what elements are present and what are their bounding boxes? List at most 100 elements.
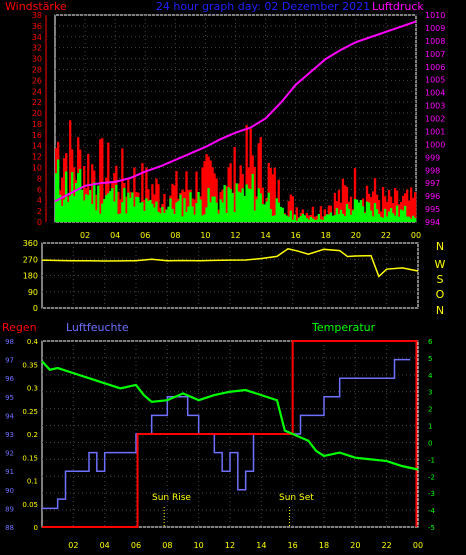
wind-speed-bar [55, 173, 58, 222]
wind-speed-bar [57, 159, 60, 222]
panel3-xtick-label: 18 [319, 541, 329, 550]
wind-speed-bar [169, 198, 172, 222]
wind-gust-bar [125, 196, 128, 222]
wind-gust-bar [113, 172, 116, 222]
wind-speed-bar [157, 211, 160, 222]
humidity-tick-label: 94 [5, 412, 14, 420]
humidity-tick-label: 95 [5, 394, 14, 402]
wind-speed-bar [161, 206, 164, 222]
wind-gust-bar [133, 167, 136, 222]
wind-speed-bar [233, 212, 236, 222]
wind-speed-bar [403, 205, 407, 222]
panel1-xtick-label: 08 [170, 231, 180, 240]
wind-gust-bar [203, 161, 206, 222]
wind-speed-bar [331, 215, 335, 222]
wind-speed-bar [351, 210, 355, 222]
wind-gust-bar [291, 196, 294, 222]
wind-speed-bar [357, 202, 361, 222]
wind-gust-bar [287, 201, 290, 222]
wind-speed-bar [61, 205, 64, 222]
panel3-xtick-label: 02 [68, 541, 78, 550]
wind-speed-bar [235, 183, 238, 222]
temperature-tick-label: 3 [428, 389, 432, 397]
pressure-tick-label: 996 [425, 192, 440, 201]
temperature-tick-label: 0 [428, 439, 432, 447]
wind-tick-label: 22 [32, 98, 42, 107]
direction-tick-label: 90 [28, 288, 38, 297]
wind-speed-bar [247, 188, 250, 222]
panel1-xtick-label: 18 [321, 231, 331, 240]
wind-tick-label: 16 [32, 131, 42, 140]
wind-speed-bar [195, 203, 198, 222]
wind-speed-bar [231, 193, 234, 222]
wind-speed-bar [215, 202, 218, 222]
wind-speed-bar [371, 216, 375, 222]
rain-tick-label: 0.05 [22, 501, 38, 509]
wind-gust-bar [141, 163, 144, 222]
wind-speed-bar [339, 209, 343, 222]
wind-speed-bar [239, 192, 242, 222]
wind-speed-bar [329, 212, 333, 222]
wind-speed-bar [183, 198, 186, 222]
wind-gust-bar [305, 212, 308, 222]
wind-speed-bar [387, 211, 391, 222]
wind-speed-bar [311, 218, 315, 222]
wind-tick-label: 34 [32, 33, 42, 42]
wind-gust-bar [373, 178, 377, 222]
sun-set-label: Sun Set [279, 493, 314, 503]
panel1-xtick-label: 12 [230, 231, 240, 240]
wind-speed-bar [373, 203, 377, 222]
wind-speed-bar [321, 220, 325, 222]
wind-speed-bar [307, 219, 311, 222]
wind-gust-bar [311, 206, 315, 222]
panel3-xtick-label: 22 [382, 541, 392, 550]
wind-speed-bar [359, 200, 363, 222]
wind-speed-bar [193, 214, 196, 222]
wind-speed-bar [121, 202, 124, 222]
wind-speed-bar [191, 206, 194, 222]
temperature-tick-label: -1 [428, 456, 435, 464]
wind-gust-bar [295, 207, 298, 222]
temperature-tick-label: 1 [428, 423, 432, 431]
wind-speed-bar [273, 215, 276, 222]
wind-speed-bar [185, 212, 188, 222]
temperature-tick-label: 6 [428, 338, 433, 346]
rain-tick-label: 0.3 [27, 385, 38, 393]
direction-tick-label: 270 [23, 255, 38, 264]
pressure-tick-label: 1010 [425, 11, 445, 20]
wind-gust-bar [413, 192, 417, 222]
wind-speed-bar [75, 182, 78, 222]
wind-speed-bar [111, 188, 114, 222]
wind-gust-bar [245, 125, 248, 222]
wind-gust-bar [405, 189, 409, 222]
panel1-xtick-label: 16 [291, 231, 301, 240]
wind-gust-bar [397, 204, 401, 222]
wind-speed-bar [409, 218, 413, 222]
wind-speed-bar [205, 207, 208, 222]
wind-speed-bar [225, 212, 228, 222]
wind-speed-bar [229, 189, 232, 222]
wind-speed-bar [317, 214, 321, 222]
wind-speed-bar [103, 198, 106, 222]
pressure-tick-label: 1007 [425, 50, 445, 59]
wind-speed-bar [167, 206, 170, 222]
wind-gust-bar [181, 189, 184, 222]
wind-gust-bar [185, 171, 188, 222]
wind-gust-bar [369, 197, 373, 222]
wind-speed-bar [383, 208, 387, 222]
humidity-tick-label: 89 [5, 505, 14, 513]
wind-gust-bar [313, 216, 317, 222]
wind-tick-label: 8 [37, 174, 42, 183]
humidity-tick-label: 93 [5, 431, 14, 439]
wind-gust-bar [319, 206, 323, 222]
wind-speed-bar [361, 206, 365, 222]
wind-speed-bar [73, 196, 76, 222]
wind-gust-bar [327, 205, 331, 222]
wind-speed-bar [123, 187, 126, 222]
wind-speed-bar [63, 199, 66, 222]
luftdruck-label: Luftdruck [372, 0, 424, 13]
wind-tick-label: 30 [32, 55, 42, 64]
temperature-tick-label: -5 [428, 524, 435, 532]
wind-speed-bar [287, 216, 290, 222]
